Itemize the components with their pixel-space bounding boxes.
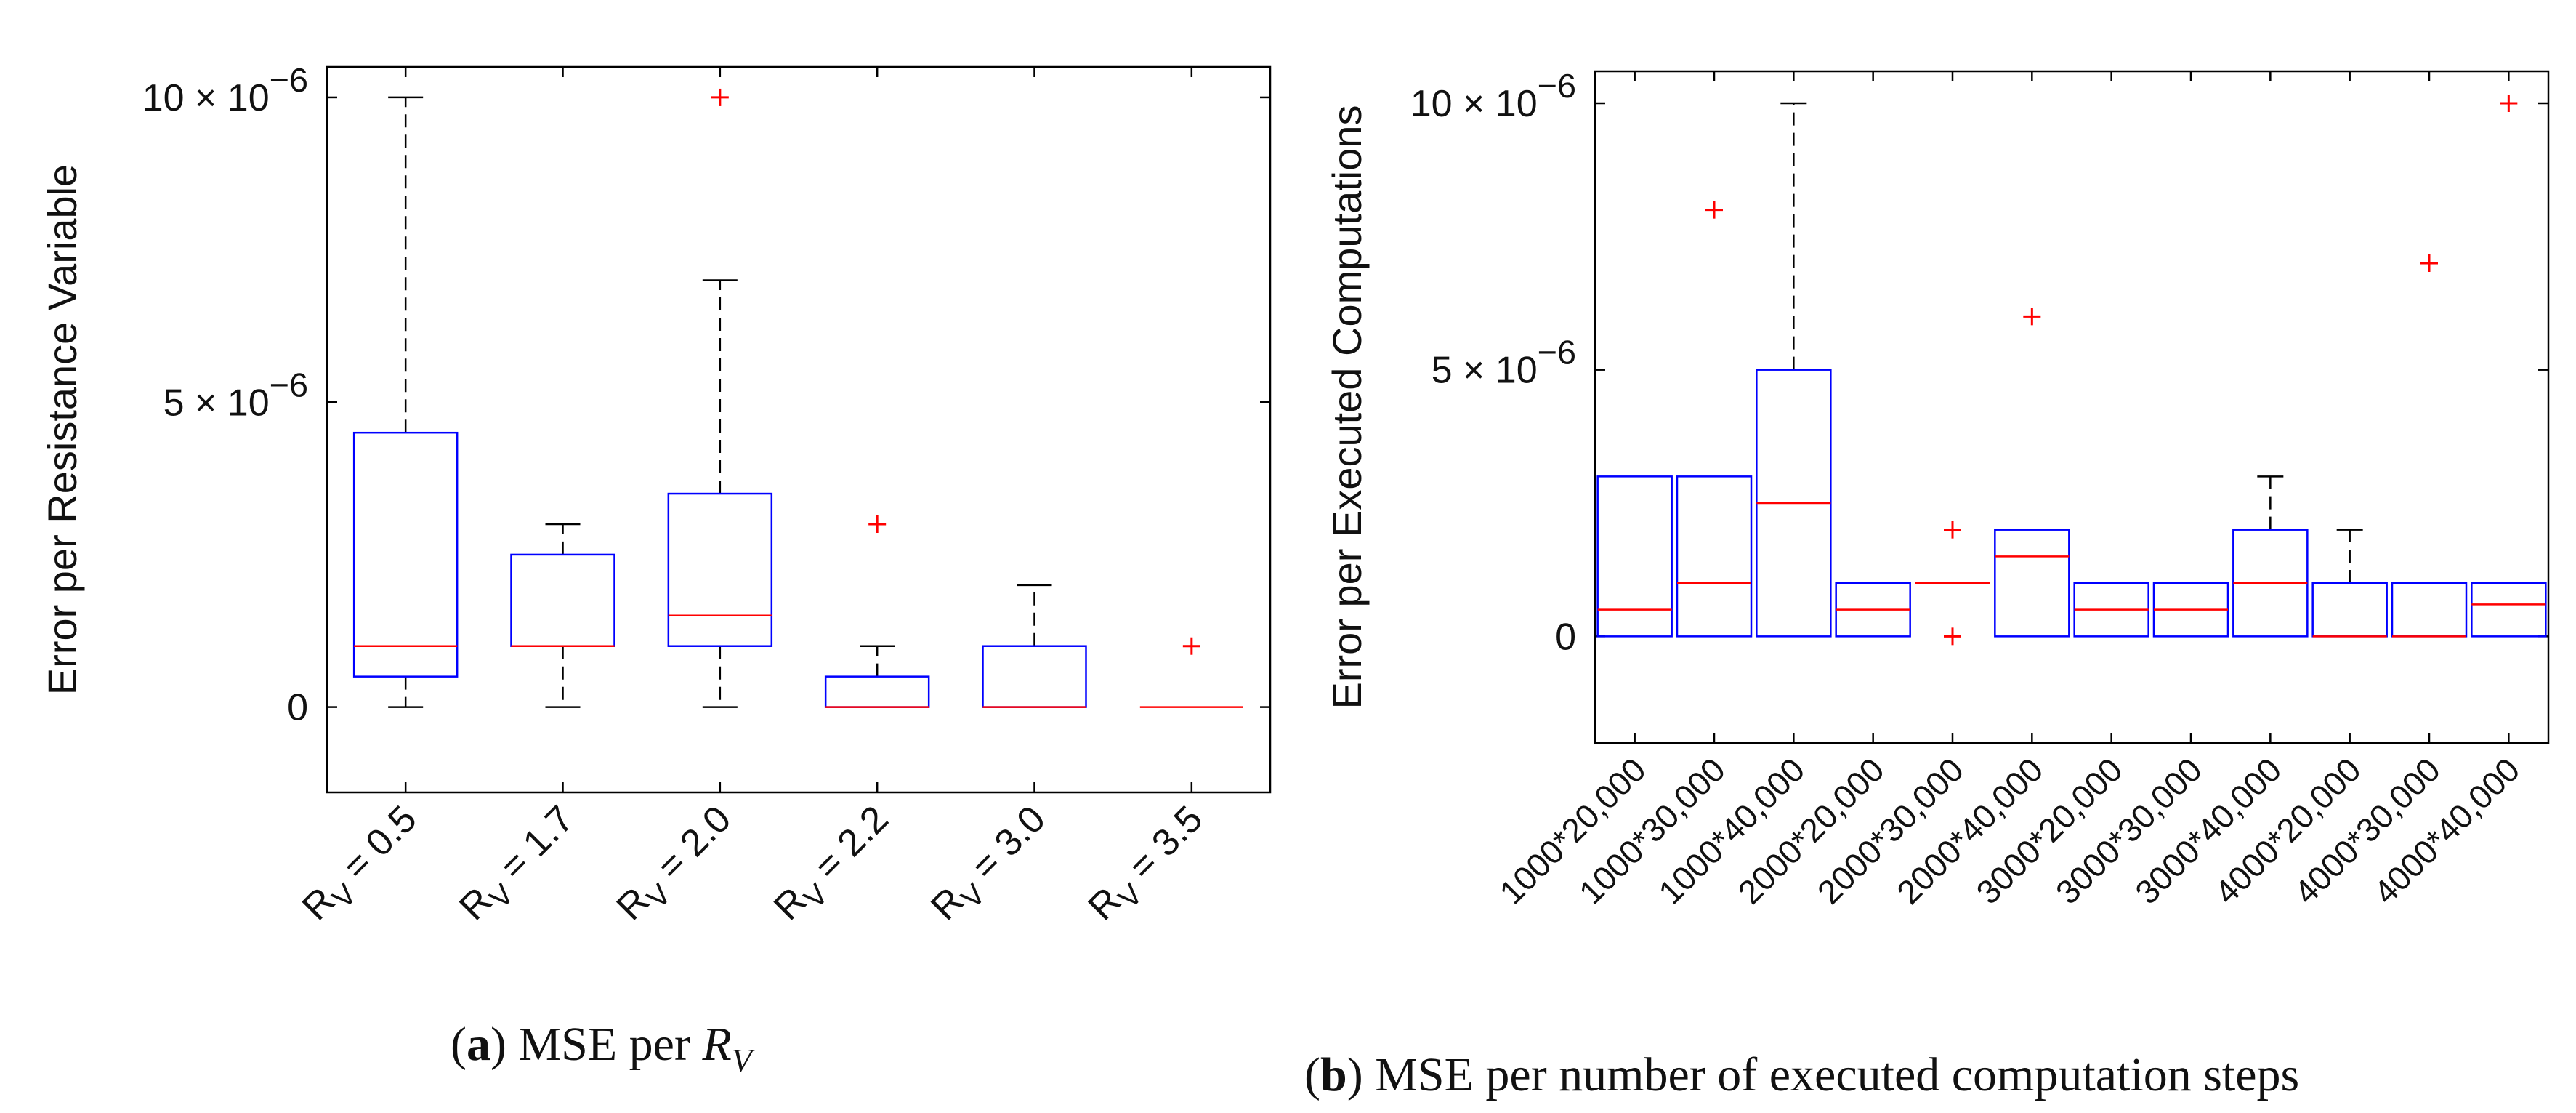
y-tick-label-exponent: −6 [1538,67,1576,105]
y-tick-label: 10 × 10−6 [1410,67,1576,125]
box-2 [1676,201,1753,638]
y-tick-label-base: 10 × 10 [1410,83,1538,125]
caption-symbol: R [701,1018,731,1071]
x-tick-label: RV = 3.0 [923,797,1059,934]
box-1 [1596,475,1673,638]
outlier-marker [1944,627,1961,646]
box-10 [2311,529,2388,638]
x-tick-label: RV = 0.5 [294,797,431,934]
caption-space [690,1018,703,1071]
box-3 [1756,102,1832,638]
plot-frame [1594,70,2550,744]
y-tick-label-base: 0 [287,687,308,729]
box-9 [2232,475,2309,638]
box-6 [1139,637,1243,708]
y-tick-label: 5 × 10−6 [163,366,308,424]
outlier-marker [1182,637,1200,655]
x-tick-label-value: = 0.5 [328,797,425,895]
y-tick-label-base: 5 × 10 [1432,350,1538,392]
box-1 [352,96,459,708]
y-axis-label: Error per Executed Computations [1324,105,1370,709]
caption-subscript: V [732,1042,756,1079]
caption-text: MSE per [518,1018,690,1071]
outlier-marker [868,515,887,533]
box-iqr [510,553,615,647]
y-tick-label-exponent: −6 [270,61,308,99]
caption-paren-close: ) [1347,1048,1375,1101]
box-3 [667,88,773,708]
x-tick-label-value: = 2.2 [799,797,897,895]
x-tick-label: RV = 2.2 [766,797,903,934]
caption-paren-close: ) [490,1018,518,1071]
y-tick-label-exponent: −6 [1538,334,1576,371]
box-2 [510,523,615,708]
x-tick-label: RV = 3.5 [1081,797,1217,934]
outlier-marker [2023,308,2041,326]
y-tick-label: 0 [287,687,308,729]
box-5 [982,584,1087,708]
caption-letter: a [467,1018,490,1071]
y-tick-label-base: 5 × 10 [163,382,270,424]
box-iqr [2471,582,2547,638]
x-tick-label-value: = 3.0 [956,797,1054,895]
box-iqr [824,675,930,708]
box-12 [2471,95,2547,638]
y-tick-label: 0 [1555,616,1576,658]
caption: (a) MSE per RV [451,1018,756,1079]
box-iqr [2311,582,2388,638]
caption-text: MSE per number of executed computation s… [1375,1048,2299,1101]
box-iqr [667,492,773,647]
caption: (b) MSE per number of executed computati… [1304,1048,2299,1101]
outlier-marker [2420,254,2438,272]
x-tick-label-value: = 3.5 [1113,797,1211,895]
box-iqr [982,645,1087,708]
x-tick-label: RV = 1.7 [451,797,588,934]
y-tick-label-base: 10 × 10 [142,77,270,119]
box-iqr [1994,529,2070,638]
outlier-marker [2500,95,2518,112]
y-tick-label: 10 × 10−6 [142,61,308,119]
y-tick-label-exponent: −6 [270,366,308,403]
x-tick-label-value: = 1.7 [485,797,582,895]
box-4 [1835,582,1911,638]
box-5 [1915,521,1990,646]
caption-paren-open: ( [451,1018,467,1071]
x-tick-label-value: = 2.0 [642,797,739,895]
box-11 [2391,254,2468,638]
box-iqr [352,431,459,678]
y-tick-label-base: 0 [1555,616,1576,658]
y-axis-label: Error per Resistance Variable [39,164,85,695]
y-tick-label: 5 × 10−6 [1432,334,1576,392]
box-7 [2073,582,2149,638]
plot-frame [326,65,1272,794]
box-6 [1994,308,2070,638]
x-tick-label: RV = 2.0 [609,797,746,934]
outlier-marker [1944,521,1961,539]
outlier-marker [711,88,729,106]
outlier-marker [1705,201,1723,219]
box-4 [824,515,930,708]
caption-paren-open: ( [1304,1048,1320,1101]
box-iqr [2391,582,2468,638]
box-iqr [1676,475,1753,638]
box-iqr [1596,475,1673,638]
box-8 [2152,582,2229,638]
caption-letter: b [1320,1048,1347,1101]
